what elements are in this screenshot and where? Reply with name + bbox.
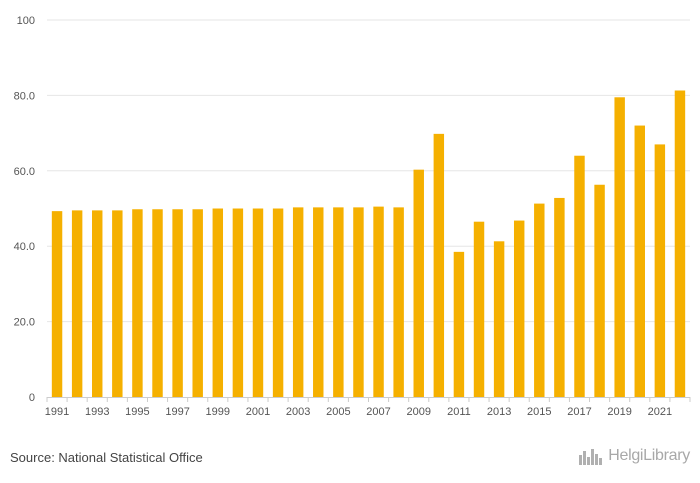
x-tick-label: 2009 — [406, 406, 430, 418]
y-tick-label: 0 — [29, 392, 35, 404]
y-tick-label: 20.0 — [14, 317, 35, 329]
bar-2015 — [534, 203, 545, 397]
x-tick-label: 2011 — [447, 406, 471, 418]
y-tick-label: 100 — [17, 15, 35, 27]
bar-2008 — [393, 207, 404, 397]
bar-2004 — [313, 207, 324, 397]
helgi-library-logo: HelgiLibrary — [578, 447, 690, 465]
bar-1994 — [112, 210, 123, 397]
bars — [51, 90, 686, 398]
source-note: Source: National Statistical Office — [10, 450, 203, 465]
bar-2013 — [493, 241, 505, 397]
bar-1993 — [92, 210, 103, 397]
bar-2021 — [654, 144, 666, 397]
x-tick-label: 1991 — [45, 406, 69, 418]
bar-1996 — [152, 209, 163, 397]
x-tick-label: 1999 — [206, 406, 230, 418]
bar-1995 — [132, 209, 143, 397]
bar-2006 — [353, 207, 364, 397]
bar-2017 — [574, 155, 585, 397]
y-tick-label: 60.0 — [14, 166, 35, 178]
x-axis-ticks: 1991 1993 1995 1997 1999 2001 2003 2005 2007 2009… — [45, 397, 691, 418]
bar-2014 — [513, 220, 525, 397]
y-tick-label: 80.0 — [14, 90, 35, 102]
bar-2001 — [252, 208, 264, 397]
bar-2003 — [292, 207, 304, 397]
bar-2018 — [594, 184, 605, 397]
bar-2010 — [433, 133, 445, 397]
bar-1992 — [71, 210, 83, 397]
bar-2005 — [333, 207, 344, 397]
logo-text: HelgiLibrary — [608, 447, 690, 464]
x-tick-label: 2013 — [487, 406, 511, 418]
x-tick-label: 2007 — [366, 406, 390, 418]
x-tick-label: 2001 — [246, 406, 270, 418]
bar-2019 — [614, 97, 625, 397]
y-axis-ticks: 0 20.0 40.0 60.0 80.0 100 — [14, 15, 35, 404]
x-tick-label: 2003 — [286, 406, 310, 418]
bar-2016 — [554, 197, 565, 397]
bar-2002 — [272, 208, 284, 397]
city-skyline-icon — [579, 449, 603, 465]
bar-2011 — [453, 251, 465, 397]
bar-1991 — [51, 211, 63, 397]
gridlines — [47, 19, 690, 323]
bar-2022 — [674, 90, 686, 398]
x-tick-label: 2005 — [326, 406, 350, 418]
bar-2007 — [373, 206, 384, 397]
bar-1999 — [212, 208, 224, 397]
bar-1997 — [172, 209, 183, 397]
bar-2000 — [232, 208, 244, 397]
x-tick-label: 2019 — [607, 406, 631, 418]
x-tick-label: 1997 — [165, 406, 189, 418]
x-tick-label: 2017 — [567, 406, 591, 418]
bar-1998 — [192, 209, 203, 397]
y-tick-label: 40.0 — [14, 241, 35, 253]
x-tick-label: 2015 — [527, 406, 551, 418]
x-tick-label: 1993 — [85, 406, 109, 418]
x-tick-label: 1995 — [125, 406, 149, 418]
bar-2009 — [413, 169, 424, 397]
x-tick-label: 2021 — [648, 406, 672, 418]
bar-2020 — [634, 125, 645, 397]
bar-2012 — [473, 221, 485, 397]
